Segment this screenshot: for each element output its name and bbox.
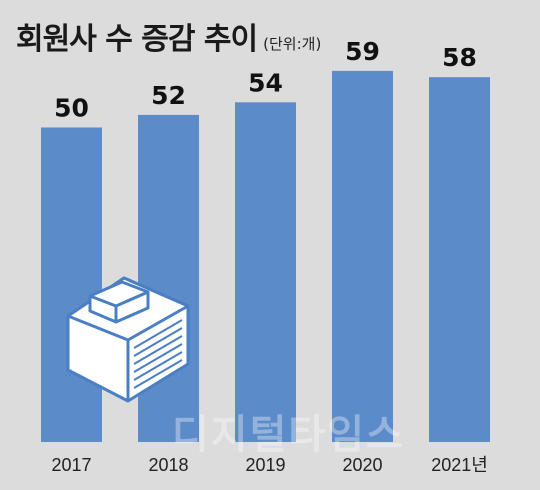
- value-label-2018: 52: [151, 81, 186, 110]
- bar-2021년: [429, 77, 490, 443]
- bar-2019: [235, 102, 296, 443]
- x-tick-2021년: 2021년: [431, 455, 488, 475]
- value-label-2019: 54: [248, 68, 283, 97]
- x-tick-2020: 2020: [342, 455, 382, 475]
- unit-label: (단위:개): [263, 35, 322, 53]
- x-tick-2019: 2019: [245, 455, 285, 475]
- bar-2017: [41, 127, 102, 442]
- bar-2018: [138, 114, 199, 442]
- value-label-2017: 50: [54, 93, 89, 122]
- bar-2020: [332, 70, 393, 442]
- value-label-2020: 59: [345, 37, 380, 66]
- x-tick-2018: 2018: [148, 455, 188, 475]
- value-label-2021년: 58: [442, 43, 477, 72]
- chart-title: 회원사 수 증감 추이 (단위:개): [16, 14, 321, 58]
- x-tick-2017: 2017: [51, 455, 91, 475]
- title-text: 회원사 수 증감 추이: [16, 22, 258, 57]
- building-icon: [66, 276, 190, 403]
- watermark: 디지털타임스: [172, 412, 405, 458]
